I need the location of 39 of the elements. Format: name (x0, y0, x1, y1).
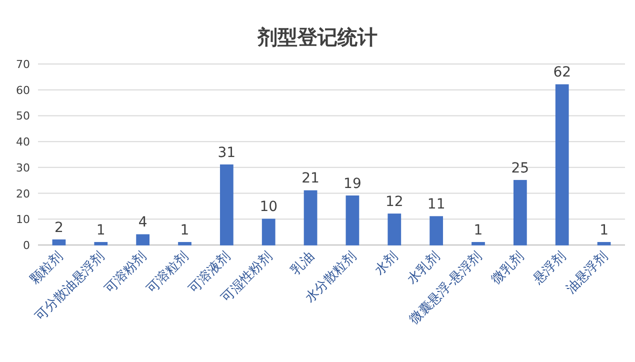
data-label: 1 (600, 222, 608, 238)
data-label: 21 (302, 170, 320, 187)
bar (52, 239, 66, 246)
data-label: 4 (138, 214, 148, 231)
y-tick-label: 60 (16, 84, 30, 97)
data-label: 1 (96, 222, 106, 238)
data-label: 2 (54, 220, 64, 236)
data-label: 25 (511, 160, 530, 176)
bar (304, 190, 318, 246)
y-tick-label: 10 (16, 213, 30, 226)
bar (94, 242, 108, 246)
y-tick-label: 50 (16, 110, 30, 123)
bar (472, 242, 485, 246)
bar (178, 242, 192, 246)
data-label: 31 (218, 144, 236, 161)
chart-title: 剂型登记统计 (256, 25, 378, 49)
data-label: 1 (474, 222, 483, 238)
y-tick-label: 40 (16, 136, 30, 149)
data-label: 12 (385, 194, 404, 210)
x-tick-label: 乳油 (288, 249, 318, 278)
y-tick-label: 30 (16, 161, 30, 174)
bar (346, 195, 360, 246)
bar (136, 234, 150, 246)
bar (220, 164, 234, 246)
data-label: 62 (553, 64, 572, 81)
bar (597, 242, 611, 246)
data-label: 10 (260, 199, 278, 216)
bar (513, 180, 527, 246)
bar (262, 218, 276, 246)
bar (430, 216, 444, 246)
x-tick-label: 微乳剂 (488, 248, 528, 288)
y-tick-label: 70 (16, 58, 30, 71)
data-label: 1 (180, 222, 190, 238)
data-label: 19 (344, 176, 362, 192)
x-tick-label: 水剂 (372, 248, 402, 278)
bar (555, 84, 569, 246)
data-label: 11 (427, 196, 446, 213)
y-tick-label: 20 (16, 187, 30, 200)
bar (388, 214, 402, 246)
